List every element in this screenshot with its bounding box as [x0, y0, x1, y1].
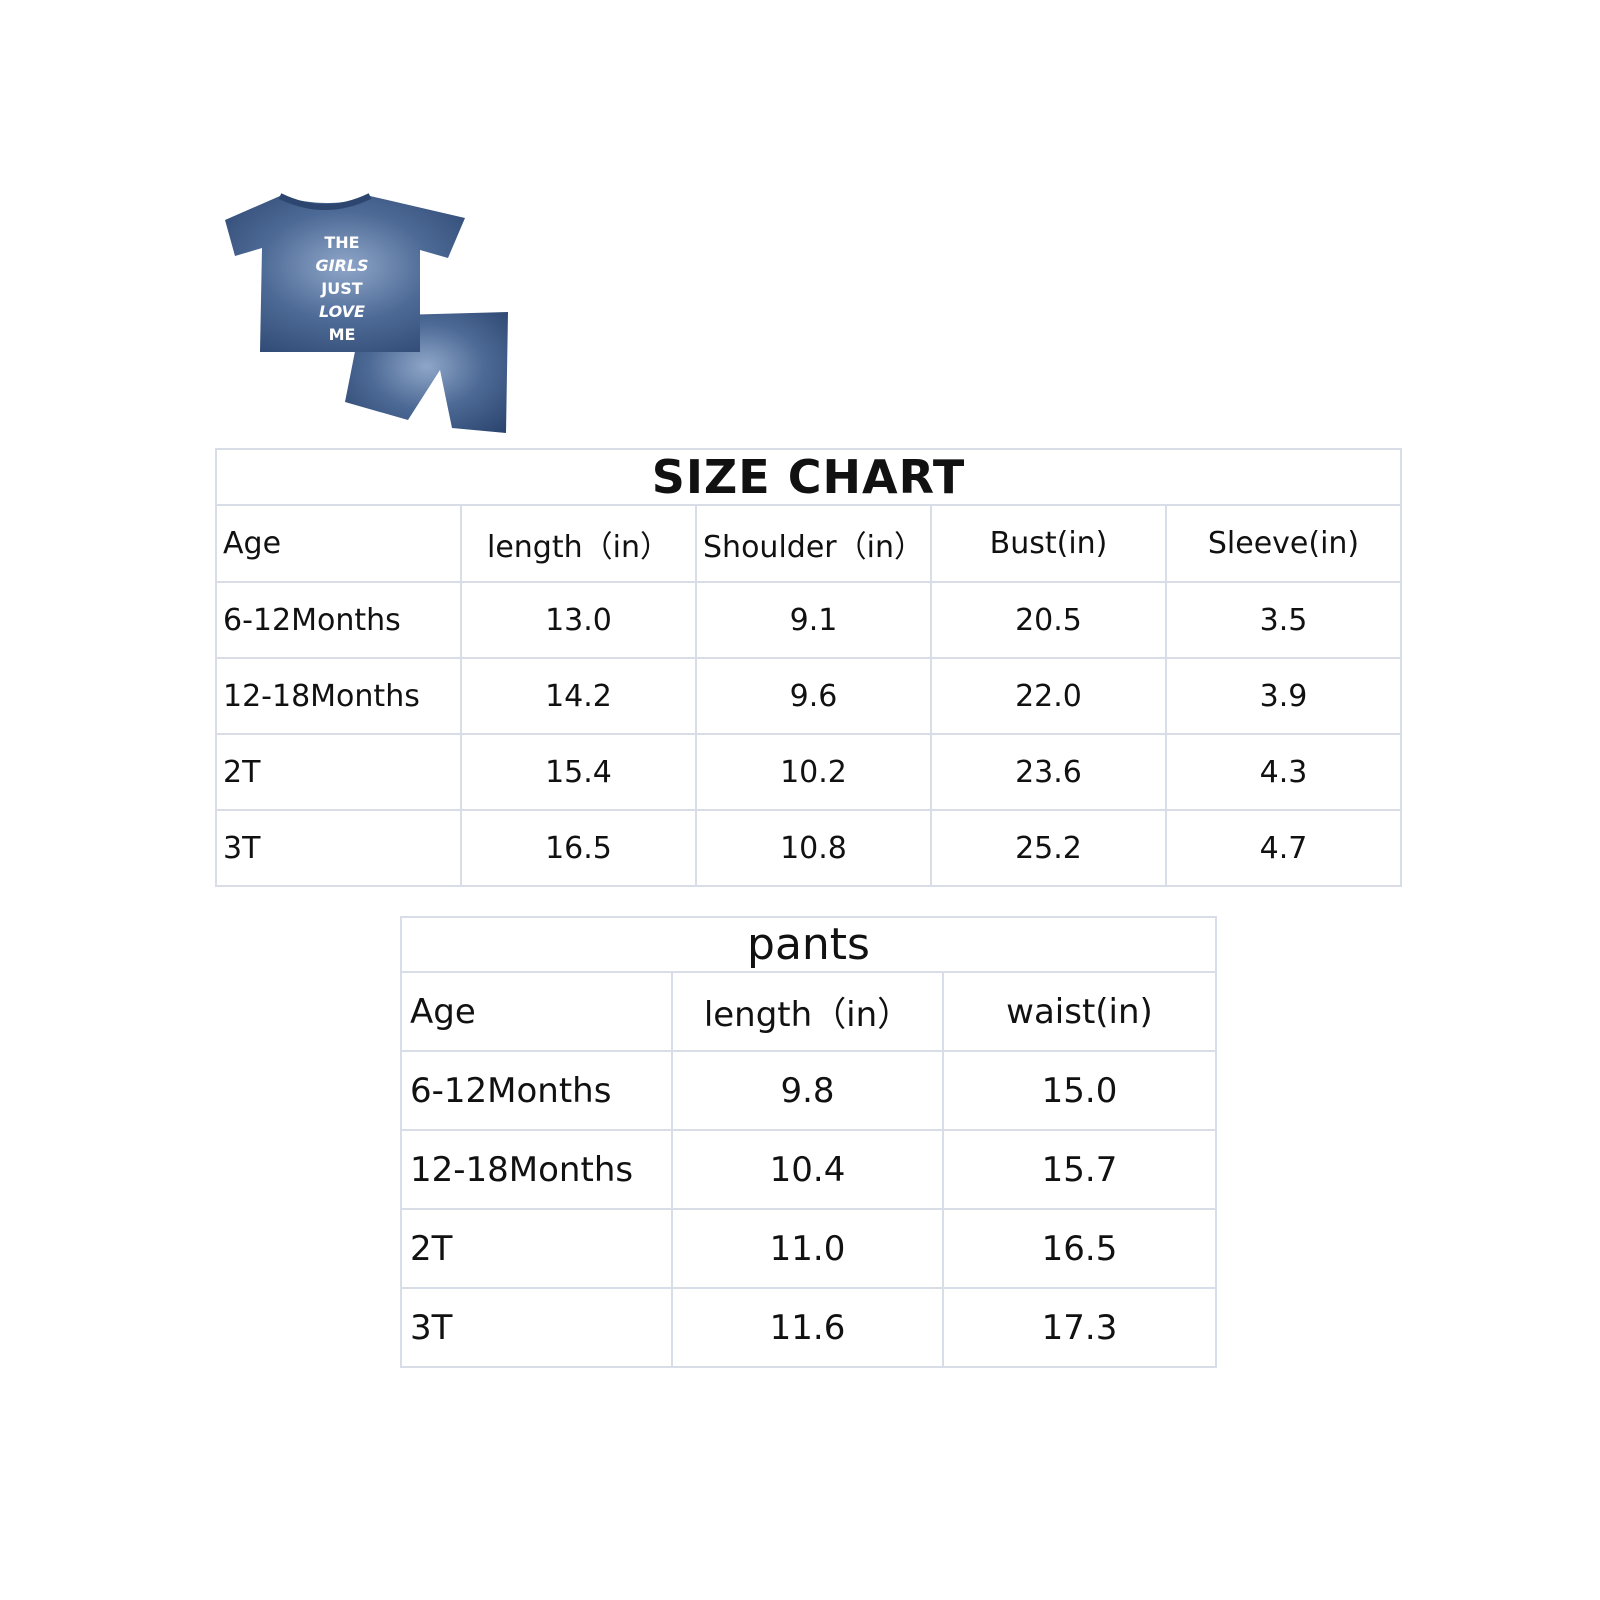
table-row: 2T 11.0 16.5 — [400, 1208, 1217, 1289]
cell-length: 13.0 — [460, 581, 697, 659]
cell-waist: 15.7 — [942, 1129, 1217, 1210]
cell-age: 12-18Months — [215, 657, 462, 735]
cell-age: 2T — [400, 1208, 673, 1289]
cell-bust: 25.2 — [930, 809, 1167, 887]
table-row: 6-12Months 9.8 15.0 — [400, 1050, 1217, 1131]
table-row: 3T 11.6 17.3 — [400, 1287, 1217, 1368]
cell-length: 10.4 — [671, 1129, 944, 1210]
cell-length: 11.6 — [671, 1287, 944, 1368]
t-shirt — [225, 196, 465, 352]
svg-text:THE: THE — [324, 233, 359, 252]
pants-size-table: pants Age length（in） waist(in) 6-12Month… — [400, 916, 1217, 1368]
cell-length: 9.8 — [671, 1050, 944, 1131]
header-sleeve: Sleeve(in) — [1164, 504, 1403, 583]
cell-shoulder: 9.6 — [695, 657, 932, 735]
table-row: 12-18Months 10.4 15.7 — [400, 1129, 1217, 1210]
cell-age: 6-12Months — [400, 1050, 673, 1131]
cell-age: 3T — [400, 1287, 673, 1368]
cell-age: 3T — [215, 809, 462, 887]
size-chart-title: SIZE CHART — [214, 448, 1403, 506]
cell-sleeve: 4.7 — [1164, 809, 1403, 887]
header-age: Age — [215, 504, 462, 583]
cell-shoulder: 9.1 — [695, 581, 932, 659]
header-waist: waist(in) — [942, 971, 1217, 1052]
header-bust: Bust(in) — [930, 504, 1167, 583]
svg-text:ME: ME — [329, 325, 356, 344]
size-chart-header-row: Age length（in） Shoulder（in） Bust(in) Sle… — [215, 504, 1403, 583]
shirt-print-logo: THE GIRLS JUST LOVE ME — [315, 233, 368, 344]
cell-bust: 23.6 — [930, 733, 1167, 811]
svg-text:JUST: JUST — [320, 279, 362, 298]
cell-bust: 20.5 — [930, 581, 1167, 659]
table-row: 6-12Months 13.0 9.1 20.5 3.5 — [215, 581, 1403, 659]
header-shoulder: Shoulder（in） — [695, 504, 932, 583]
header-length: length（in） — [460, 504, 697, 583]
cell-sleeve: 3.9 — [1164, 657, 1403, 735]
cell-waist: 16.5 — [942, 1208, 1217, 1289]
svg-text:LOVE: LOVE — [319, 302, 365, 321]
cell-sleeve: 4.3 — [1164, 733, 1403, 811]
table-row: 2T 15.4 10.2 23.6 4.3 — [215, 733, 1403, 811]
cell-length: 11.0 — [671, 1208, 944, 1289]
cell-sleeve: 3.5 — [1164, 581, 1403, 659]
cell-length: 16.5 — [460, 809, 697, 887]
product-image: THE GIRLS JUST LOVE ME — [220, 188, 520, 438]
cell-shoulder: 10.8 — [695, 809, 932, 887]
pants-header-row: Age length（in） waist(in) — [400, 971, 1217, 1052]
cell-waist: 17.3 — [942, 1287, 1217, 1368]
cell-age: 12-18Months — [400, 1129, 673, 1210]
cell-age: 6-12Months — [215, 581, 462, 659]
cell-age: 2T — [215, 733, 462, 811]
table-row: 12-18Months 14.2 9.6 22.0 3.9 — [215, 657, 1403, 735]
table-row: 3T 16.5 10.8 25.2 4.7 — [215, 809, 1403, 887]
cell-bust: 22.0 — [930, 657, 1167, 735]
header-length: length（in） — [671, 971, 944, 1052]
tie-dye-outfit-illustration: THE GIRLS JUST LOVE ME — [225, 193, 508, 433]
cell-shoulder: 10.2 — [695, 733, 932, 811]
cell-length: 14.2 — [460, 657, 697, 735]
svg-text:GIRLS: GIRLS — [315, 256, 368, 275]
cell-waist: 15.0 — [942, 1050, 1217, 1131]
header-age: Age — [400, 971, 673, 1052]
pants-title: pants — [400, 916, 1217, 973]
cell-length: 15.4 — [460, 733, 697, 811]
size-chart-table: SIZE CHART Age length（in） Shoulder（in） B… — [214, 448, 1403, 887]
